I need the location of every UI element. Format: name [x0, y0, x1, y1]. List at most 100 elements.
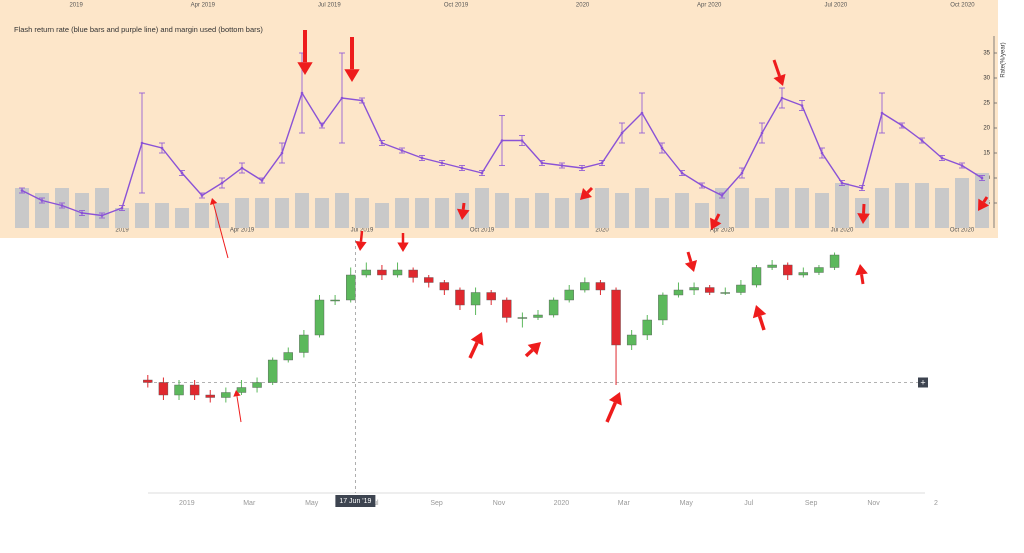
candle-body [751, 267, 762, 286]
candle-body [502, 299, 512, 318]
margin-bar [515, 198, 529, 228]
candle-body [658, 294, 668, 321]
candle-body [314, 299, 325, 336]
rate-point [480, 171, 484, 175]
candle-body [689, 287, 699, 291]
rate-point [860, 186, 864, 190]
top-x-tick-label: Jul 2019 [318, 3, 341, 9]
crosshair-label: 17 Jun '19 [339, 498, 371, 505]
top-x-tick-label: Apr 2019 [191, 3, 216, 9]
margin-bar [655, 198, 669, 228]
margin-bar [615, 193, 629, 228]
rate-point [560, 164, 564, 167]
candle-body [455, 289, 465, 306]
margin-bar [815, 193, 829, 228]
top-x-tick-label: Oct 2020 [950, 3, 975, 9]
rate-point [720, 194, 724, 197]
arrow-shaft [860, 274, 865, 285]
candle-body [143, 379, 153, 383]
rate-point [900, 124, 904, 127]
rate-point [880, 111, 884, 115]
margin-bar [915, 183, 929, 228]
margin-bar [695, 203, 709, 228]
candle-body [330, 299, 340, 302]
rate-point [820, 151, 824, 155]
margin-bar [95, 188, 109, 228]
arrow-shaft [359, 230, 364, 242]
rate-point [980, 176, 984, 180]
x-tick-label: Oct 2020 [950, 228, 975, 234]
candle-body [548, 299, 559, 316]
margin-bar [795, 188, 809, 228]
x-tick-label: Jul 2019 [351, 228, 374, 234]
margin-bar [295, 193, 309, 228]
rate-point [380, 141, 384, 145]
candle-body [533, 314, 543, 318]
rate-point [280, 151, 284, 155]
crosshair-button[interactable] [918, 377, 928, 388]
candle-body [595, 282, 606, 291]
margin-bar [175, 208, 189, 228]
annotation-arrows [210, 30, 990, 423]
rate-point [620, 131, 624, 135]
margin-bar [935, 188, 949, 228]
x-tick-label: Nov [867, 500, 880, 507]
rate-point [740, 171, 744, 175]
arrow-head [344, 69, 360, 82]
arrow-head [773, 73, 786, 86]
candle-body [767, 264, 777, 268]
x-tick-label: Jul 2020 [831, 228, 854, 234]
margin-bar [595, 188, 609, 228]
rate-point [500, 139, 504, 142]
margin-bar [555, 198, 569, 228]
x-tick-label: Nov [493, 500, 506, 507]
rate-point [100, 214, 104, 217]
x-tick-label: 2019 [179, 500, 195, 507]
margin-bar [575, 193, 589, 228]
x-tick-label: Oct 2019 [470, 228, 495, 234]
candle-body [439, 282, 450, 291]
arrow-head [857, 213, 870, 224]
rate-point [520, 139, 524, 142]
arrow-shaft [524, 348, 534, 358]
rate-point [780, 96, 784, 100]
x-tick-label: Apr 2020 [710, 228, 735, 234]
margin-bar [535, 193, 549, 228]
rate-point [180, 171, 184, 175]
x-tick-label: Mar [243, 500, 256, 507]
margin-bar [435, 198, 449, 228]
candle-body [252, 382, 262, 388]
candle-body [814, 267, 824, 273]
arrow-shaft [605, 402, 617, 423]
rate-point [640, 111, 644, 115]
arrow-shaft [468, 341, 479, 359]
arrow-shaft [714, 213, 721, 222]
margin-bar [115, 208, 129, 228]
candle-body [720, 292, 730, 294]
x-tick-label: Sep [805, 500, 818, 507]
candle-body [189, 384, 200, 396]
margin-bar [495, 193, 509, 228]
candle-body [408, 269, 418, 278]
rate-point [700, 184, 704, 187]
candle-body [221, 392, 231, 398]
arrow-shaft [772, 59, 781, 77]
top-x-tick-label: 2020 [576, 3, 590, 9]
margin-bar [15, 188, 29, 228]
margin-bar [875, 188, 889, 228]
margin-bar [255, 198, 269, 228]
margin-bar [855, 198, 869, 228]
candle-body [267, 359, 278, 383]
rate-point [220, 181, 224, 185]
arrow-head [233, 390, 241, 397]
candle-body [174, 384, 184, 396]
candle-body [486, 292, 496, 301]
y-tick-label: 25 [983, 101, 990, 107]
candle-body [798, 272, 809, 276]
rate-point [140, 141, 144, 145]
margin-bar [735, 188, 749, 228]
candle-body [158, 382, 169, 396]
rate-point [240, 166, 244, 170]
candle-body [626, 334, 637, 346]
